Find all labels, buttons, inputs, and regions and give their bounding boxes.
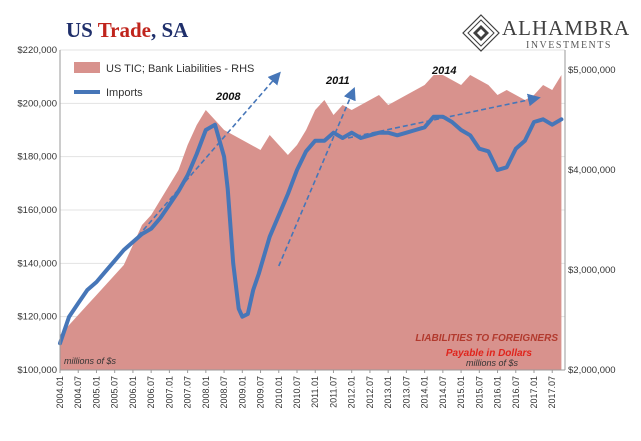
x-tick-label: 2017.07 — [547, 376, 557, 409]
x-tick-label: 2011.01 — [310, 376, 320, 408]
trend-arrow — [132, 71, 281, 243]
x-tick-label: 2006.07 — [146, 376, 156, 409]
title-trade: Trade — [97, 18, 151, 42]
diamond-logo-icon — [462, 14, 500, 52]
x-tick-label: 2012.01 — [347, 376, 357, 409]
x-tick-label: 2017.01 — [529, 376, 539, 409]
imports-line — [58, 114, 564, 346]
left-tick-label: $160,000 — [17, 205, 57, 216]
line-series — [58, 114, 564, 346]
x-tick-label: 2014.07 — [438, 376, 448, 409]
annotation-2011: 2011 — [325, 75, 350, 87]
legend-area-label: US TIC; Bank Liabilities - RHS — [106, 63, 254, 75]
x-tick-label: 2008.07 — [219, 376, 229, 409]
left-tick-label: $140,000 — [17, 258, 57, 269]
x-tick-label: 2009.01 — [237, 376, 247, 409]
chart-title: US Trade, SA — [66, 18, 188, 43]
legend: US TIC; Bank Liabilities - RHS Imports — [74, 62, 254, 99]
brand-logo: ALHAMBRA INVESTMENTS — [462, 14, 637, 60]
x-tick-label: 2007.07 — [183, 376, 193, 409]
left-tick-label: $100,000 — [17, 365, 57, 376]
x-tick-label: 2004.07 — [73, 376, 83, 409]
x-tick-label: 2009.07 — [256, 376, 266, 409]
annotation-2008: 2008 — [215, 91, 241, 103]
left-axis-note: millions of $s — [64, 356, 117, 366]
x-tick-label: 2005.01 — [91, 376, 101, 409]
x-tick-label: 2011.07 — [328, 376, 338, 408]
right-tick-label: $5,000,000 — [568, 65, 616, 76]
left-tick-label: $120,000 — [17, 312, 57, 323]
right-note-line1: LIABILITIES TO FOREIGNERS — [415, 333, 558, 344]
x-tick-label: 2005.07 — [110, 376, 120, 409]
title-prefix: US — [66, 18, 98, 42]
x-tick-label: 2008.01 — [201, 376, 211, 409]
legend-line-label: Imports — [106, 87, 143, 99]
axes: $100,000 $120,000 $140,000 $160,000 $180,000… — [17, 45, 615, 409]
bank-liabilities-area — [60, 75, 562, 370]
right-note-line3: millions of $s — [466, 358, 519, 368]
x-tick-label: 2014.01 — [420, 376, 430, 409]
x-tick-label: 2016.01 — [493, 376, 503, 409]
x-tick-label: 2016.07 — [511, 376, 521, 409]
title-suffix: , SA — [151, 18, 189, 42]
x-tick-label: 2015.07 — [474, 376, 484, 409]
x-tick-label: 2013.07 — [401, 376, 411, 409]
left-tick-label: $220,000 — [17, 45, 57, 56]
x-tick-label: 2010.07 — [292, 376, 302, 409]
area-series — [60, 75, 562, 370]
x-tick-label: 2010.01 — [274, 376, 284, 409]
left-tick-label: $180,000 — [17, 152, 57, 163]
x-tick-label: 2012.07 — [365, 376, 375, 409]
x-tick-label: 2004.01 — [55, 376, 65, 409]
annotation-2014: 2014 — [431, 65, 456, 77]
x-tick-label: 2007.01 — [164, 376, 174, 409]
left-tick-label: $200,000 — [17, 98, 57, 109]
x-tick-label: 2013.01 — [383, 376, 393, 409]
brand-name: ALHAMBRA — [502, 16, 631, 40]
right-tick-label: $3,000,000 — [568, 265, 616, 276]
brand-subtitle: INVESTMENTS — [526, 40, 612, 51]
right-tick-label: $2,000,000 — [568, 365, 616, 376]
x-tick-label: 2006.01 — [128, 376, 138, 409]
right-note-line2: Payable in Dollars — [446, 348, 533, 359]
right-tick-label: $4,000,000 — [568, 165, 616, 176]
legend-area-swatch — [74, 62, 100, 73]
x-tick-label: 2015.01 — [456, 376, 466, 409]
